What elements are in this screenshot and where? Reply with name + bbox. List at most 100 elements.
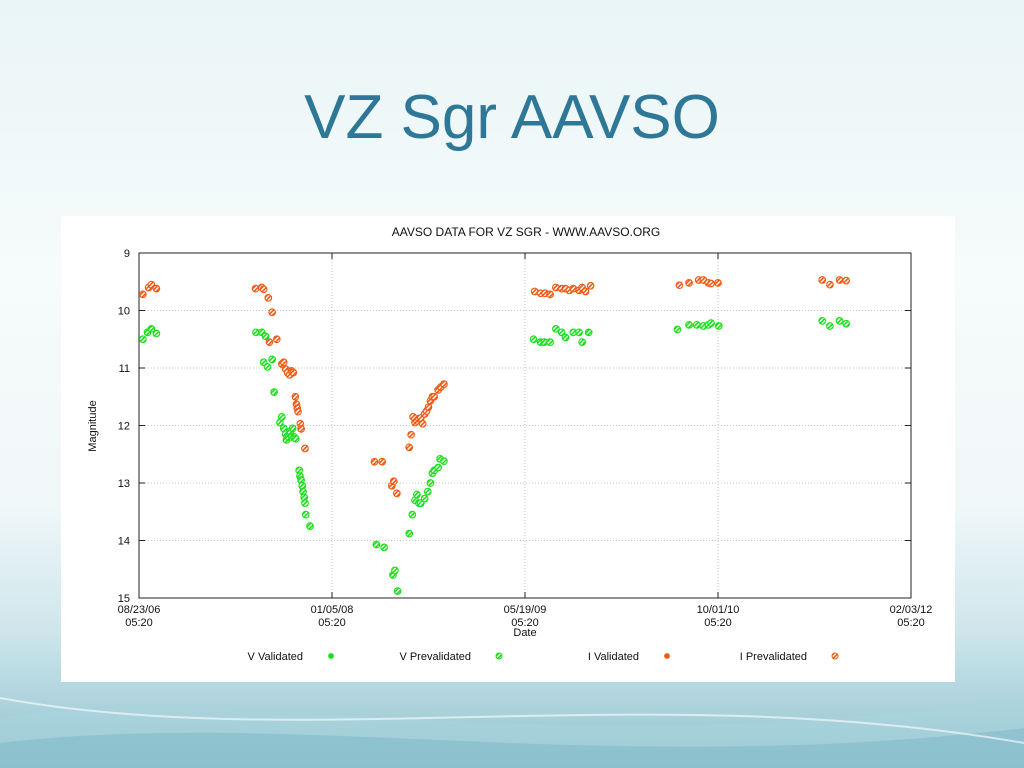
i-band-point — [291, 392, 300, 401]
v-band-point — [420, 494, 429, 503]
x-tick-time-label: 05:20 — [318, 617, 346, 629]
y-axis-label: Magnitude — [87, 400, 99, 451]
x-tick-time-label: 05:20 — [704, 617, 732, 629]
v-band-point — [372, 540, 381, 549]
y-tick-label: 11 — [119, 363, 130, 375]
x-tick-date-label: 01/05/08 — [311, 604, 354, 616]
v-band-point — [270, 388, 278, 396]
i-band-point — [546, 290, 554, 299]
i-band-point — [707, 279, 715, 288]
y-tick-label: 9 — [124, 248, 130, 260]
i-band-point — [675, 281, 684, 290]
v-band-point — [552, 325, 560, 333]
i-band-point — [430, 392, 439, 401]
v-band-point — [139, 335, 147, 344]
i-band-point — [818, 276, 827, 284]
y-tick-label: 14 — [118, 536, 130, 548]
legend-marker — [495, 652, 503, 660]
v-band-point — [261, 332, 270, 341]
v-band-point — [423, 487, 432, 496]
v-band-point — [408, 510, 417, 519]
v-band-point — [575, 328, 583, 337]
v-band-point — [380, 543, 388, 552]
x-axis-label: Date — [513, 627, 536, 639]
i-band-point — [405, 443, 414, 452]
i-band-point — [581, 287, 590, 296]
v-band-point — [561, 333, 570, 342]
decorative-waves — [0, 697, 1024, 768]
y-tick-label: 13 — [118, 478, 130, 490]
x-tick-time-label: 05:20 — [125, 617, 153, 629]
v-band-point — [685, 321, 693, 329]
i-band-point — [842, 276, 851, 285]
i-band-point — [418, 419, 427, 428]
v-band-point — [818, 316, 827, 325]
v-band-point — [301, 510, 310, 519]
v-band-point — [692, 321, 701, 329]
v-band-point — [578, 338, 586, 346]
y-tick-label: 10 — [118, 306, 130, 318]
legend-label: I Validated — [588, 651, 639, 663]
legend-marker — [664, 653, 670, 659]
v-band-point — [263, 363, 272, 371]
legend-label: V Validated — [248, 651, 303, 663]
i-band-point — [289, 368, 298, 377]
i-band-point — [389, 477, 398, 486]
i-band-point — [272, 335, 281, 344]
i-band-point — [424, 403, 433, 411]
v-band-point — [714, 322, 723, 330]
x-tick-date-label: 10/01/10 — [697, 604, 740, 616]
i-band-point — [251, 284, 260, 293]
grid — [139, 253, 911, 598]
i-band-point — [826, 280, 834, 289]
i-band-point — [835, 276, 844, 284]
v-band-point — [546, 338, 554, 346]
i-band-point — [392, 489, 401, 498]
i-band-point — [297, 425, 305, 433]
v-band-point — [306, 522, 314, 530]
v-band-point — [288, 424, 297, 433]
legend-marker — [831, 652, 839, 660]
x-tick-date-label: 05/19/09 — [504, 604, 547, 616]
i-band-point — [378, 457, 387, 466]
i-band-point — [370, 457, 379, 466]
i-band-point — [586, 281, 595, 290]
v-band-point — [268, 355, 277, 364]
y-tick-label: 15 — [118, 593, 130, 605]
v-band-point — [291, 434, 300, 443]
i-band-point — [440, 380, 448, 388]
slide-title: VZ Sgr AAVSO — [304, 83, 720, 152]
i-band-point — [152, 284, 161, 293]
v-band-point — [405, 529, 414, 538]
i-band-point — [268, 308, 277, 317]
data-points — [139, 276, 851, 595]
i-band-point — [294, 407, 302, 416]
v-band-point — [826, 322, 834, 330]
v-band-point — [529, 335, 538, 344]
x-tick-time-label: 05:20 — [897, 617, 925, 629]
v-band-point — [835, 316, 844, 325]
v-band-point — [426, 479, 435, 487]
chart-panel: AAVSO DATA FOR VZ SGR - WWW.AAVSO.ORG 9 1… — [61, 216, 955, 682]
x-tick-date-label: 08/23/06 — [118, 604, 161, 616]
i-band-point — [259, 285, 268, 294]
v-band-point — [147, 325, 156, 333]
legend-label: V Prevalidated — [399, 651, 471, 663]
i-band-point — [407, 430, 415, 439]
v-band-point — [301, 499, 309, 507]
v-band-point — [434, 463, 443, 472]
i-band-point — [139, 290, 147, 299]
i-band-point — [264, 293, 273, 302]
i-band-point — [279, 358, 288, 367]
v-band-point — [277, 413, 286, 421]
legend-marker — [328, 653, 334, 659]
v-band-point — [391, 566, 399, 575]
legend-label: I Prevalidated — [740, 651, 807, 663]
v-band-point — [842, 319, 851, 328]
v-band-point — [413, 490, 421, 499]
v-band-point — [440, 457, 448, 465]
i-band-point — [265, 338, 274, 346]
i-band-point — [685, 279, 693, 287]
v-band-point — [557, 328, 566, 337]
magnitude-chart: AAVSO DATA FOR VZ SGR - WWW.AAVSO.ORG 9 1… — [87, 225, 932, 663]
